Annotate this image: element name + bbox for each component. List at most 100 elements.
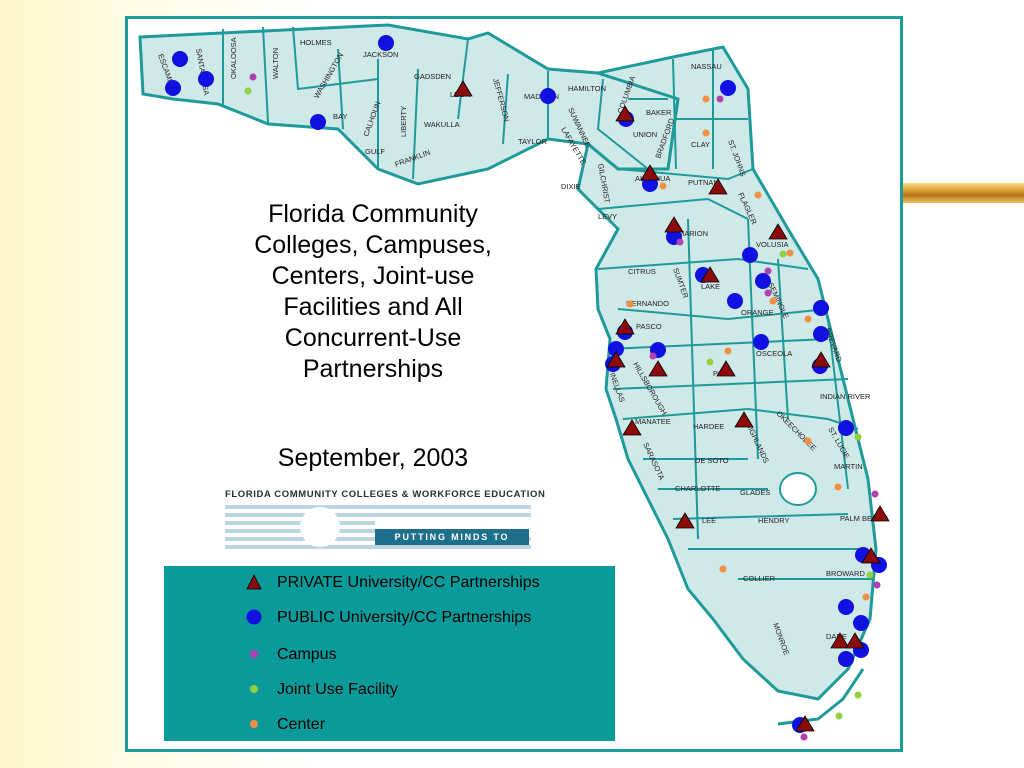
joint-use-marker	[244, 87, 252, 95]
county-label: OSCEOLA	[756, 349, 792, 358]
county-label: LEVY	[598, 212, 617, 221]
center-marker	[834, 483, 842, 491]
legend-label: Joint Use Facility	[277, 681, 398, 698]
public-partnership-marker	[853, 615, 869, 631]
county-label: MARTIN	[834, 462, 863, 471]
center-marker	[804, 315, 812, 323]
public-partnership-marker	[838, 651, 854, 667]
orange-dot-icon	[250, 720, 258, 728]
map-markers	[165, 35, 890, 741]
county-label: WALTON	[271, 48, 280, 79]
private-partnership-marker	[795, 715, 815, 732]
campus-marker	[871, 490, 879, 498]
county-label: TAYLOR	[518, 137, 547, 146]
campus-marker	[649, 352, 657, 360]
county-label: CHARLOTTE	[675, 484, 720, 493]
florida-map: ESCAMBIA SANTA ROSA OKALOOSA WALTON HOLM…	[138, 23, 890, 741]
private-partnership-marker	[861, 547, 881, 564]
public-partnership-marker	[813, 300, 829, 316]
joint-use-marker	[854, 433, 862, 441]
county-label: MARION	[678, 229, 708, 238]
county-label: NASSAU	[691, 62, 722, 71]
county-label: PUTNAM	[688, 178, 720, 187]
joint-use-marker	[835, 712, 843, 720]
joint-use-marker	[854, 691, 862, 699]
map-legend: PRIVATE University/CC Partnerships PUBLI…	[164, 566, 615, 741]
legend-label: PUBLIC University/CC Partnerships	[277, 609, 532, 626]
private-partnership-marker	[830, 632, 850, 649]
decorative-gold-bar	[898, 183, 1024, 203]
public-partnership-marker	[753, 334, 769, 350]
public-partnership-marker	[608, 341, 624, 357]
county-label: GLADES	[740, 488, 770, 497]
public-partnership-marker	[198, 71, 214, 87]
private-partnership-marker	[870, 505, 890, 522]
county-label: WAKULLA	[424, 120, 460, 129]
center-marker	[719, 565, 727, 573]
center-marker	[702, 129, 710, 137]
private-partnership-marker	[734, 411, 754, 428]
legend-label: Center	[277, 716, 326, 733]
county-label: HERNANDO	[626, 299, 669, 308]
private-partnership-marker	[615, 318, 635, 335]
public-partnership-marker	[838, 599, 854, 615]
logo-slogan: PUTTING MINDS TO WORK	[375, 529, 529, 558]
purple-dot-icon	[250, 650, 258, 658]
page-title: Florida Community Colleges, Campuses, Ce…	[208, 199, 538, 385]
green-dot-icon	[250, 685, 258, 693]
county-label: BAKER	[646, 108, 672, 117]
legend-item-public: PUBLIC University/CC Partnerships	[164, 607, 615, 629]
private-partnership-marker	[675, 512, 695, 529]
county-label: BAY	[333, 112, 347, 121]
county-label: PASCO	[636, 322, 662, 331]
center-marker	[754, 191, 762, 199]
center-marker	[702, 95, 710, 103]
legend-item-private: PRIVATE University/CC Partnerships	[164, 572, 615, 594]
public-partnership-marker	[540, 88, 556, 104]
private-partnership-marker	[811, 351, 831, 368]
private-partnership-marker	[648, 360, 668, 377]
county-label: DADE	[826, 632, 847, 641]
county-label: LEE	[702, 516, 716, 525]
legend-item-center: Center	[164, 714, 615, 736]
county-label: ORANGE	[741, 308, 774, 317]
public-partnership-marker	[755, 273, 771, 289]
joint-use-marker	[706, 358, 714, 366]
private-partnership-marker	[708, 178, 728, 195]
legend-item-campus: Campus	[164, 644, 615, 666]
lake-okeechobee	[779, 472, 817, 506]
center-marker	[862, 593, 870, 601]
legend-item-joint-use: Joint Use Facility	[164, 679, 615, 701]
county-label: HENDRY	[758, 516, 790, 525]
public-partnership-marker	[172, 51, 188, 67]
logo-name: FLORIDA COMMUNITY COLLEGES & WORKFORCE E…	[225, 489, 546, 500]
legend-label: Campus	[277, 646, 337, 663]
fccwe-logo: FLORIDA COMMUNITY COLLEGES & WORKFORCE E…	[225, 489, 546, 558]
county-label: CLAY	[691, 140, 710, 149]
private-partnership-marker	[768, 223, 788, 240]
title-line: Colleges, Campuses,	[254, 231, 492, 259]
campus-marker	[764, 289, 772, 297]
county-label: HOLMES	[300, 38, 332, 47]
county-label: CITRUS	[628, 267, 656, 276]
private-partnership-marker	[845, 632, 865, 649]
title-line: Florida Community	[268, 200, 478, 228]
red-triangle-icon	[246, 574, 262, 590]
blue-circle-icon	[246, 609, 262, 625]
private-partnership-marker	[622, 419, 642, 436]
private-partnership-marker	[615, 105, 635, 122]
center-marker	[659, 182, 667, 190]
private-partnership-marker	[453, 80, 473, 97]
county-label: GADSDEN	[414, 72, 451, 81]
county-label: INDIAN RIVER	[820, 392, 871, 401]
campus-marker	[873, 581, 881, 589]
title-line: Facilities and All	[283, 293, 463, 321]
county-label: VOLUSIA	[756, 240, 789, 249]
page-subtitle: September, 2003	[277, 444, 469, 472]
public-partnership-marker	[813, 326, 829, 342]
joint-use-marker	[779, 250, 787, 258]
county-label: MANATEE	[635, 417, 671, 426]
center-marker	[769, 297, 777, 305]
private-partnership-marker	[716, 360, 736, 377]
private-partnership-marker	[640, 164, 660, 181]
